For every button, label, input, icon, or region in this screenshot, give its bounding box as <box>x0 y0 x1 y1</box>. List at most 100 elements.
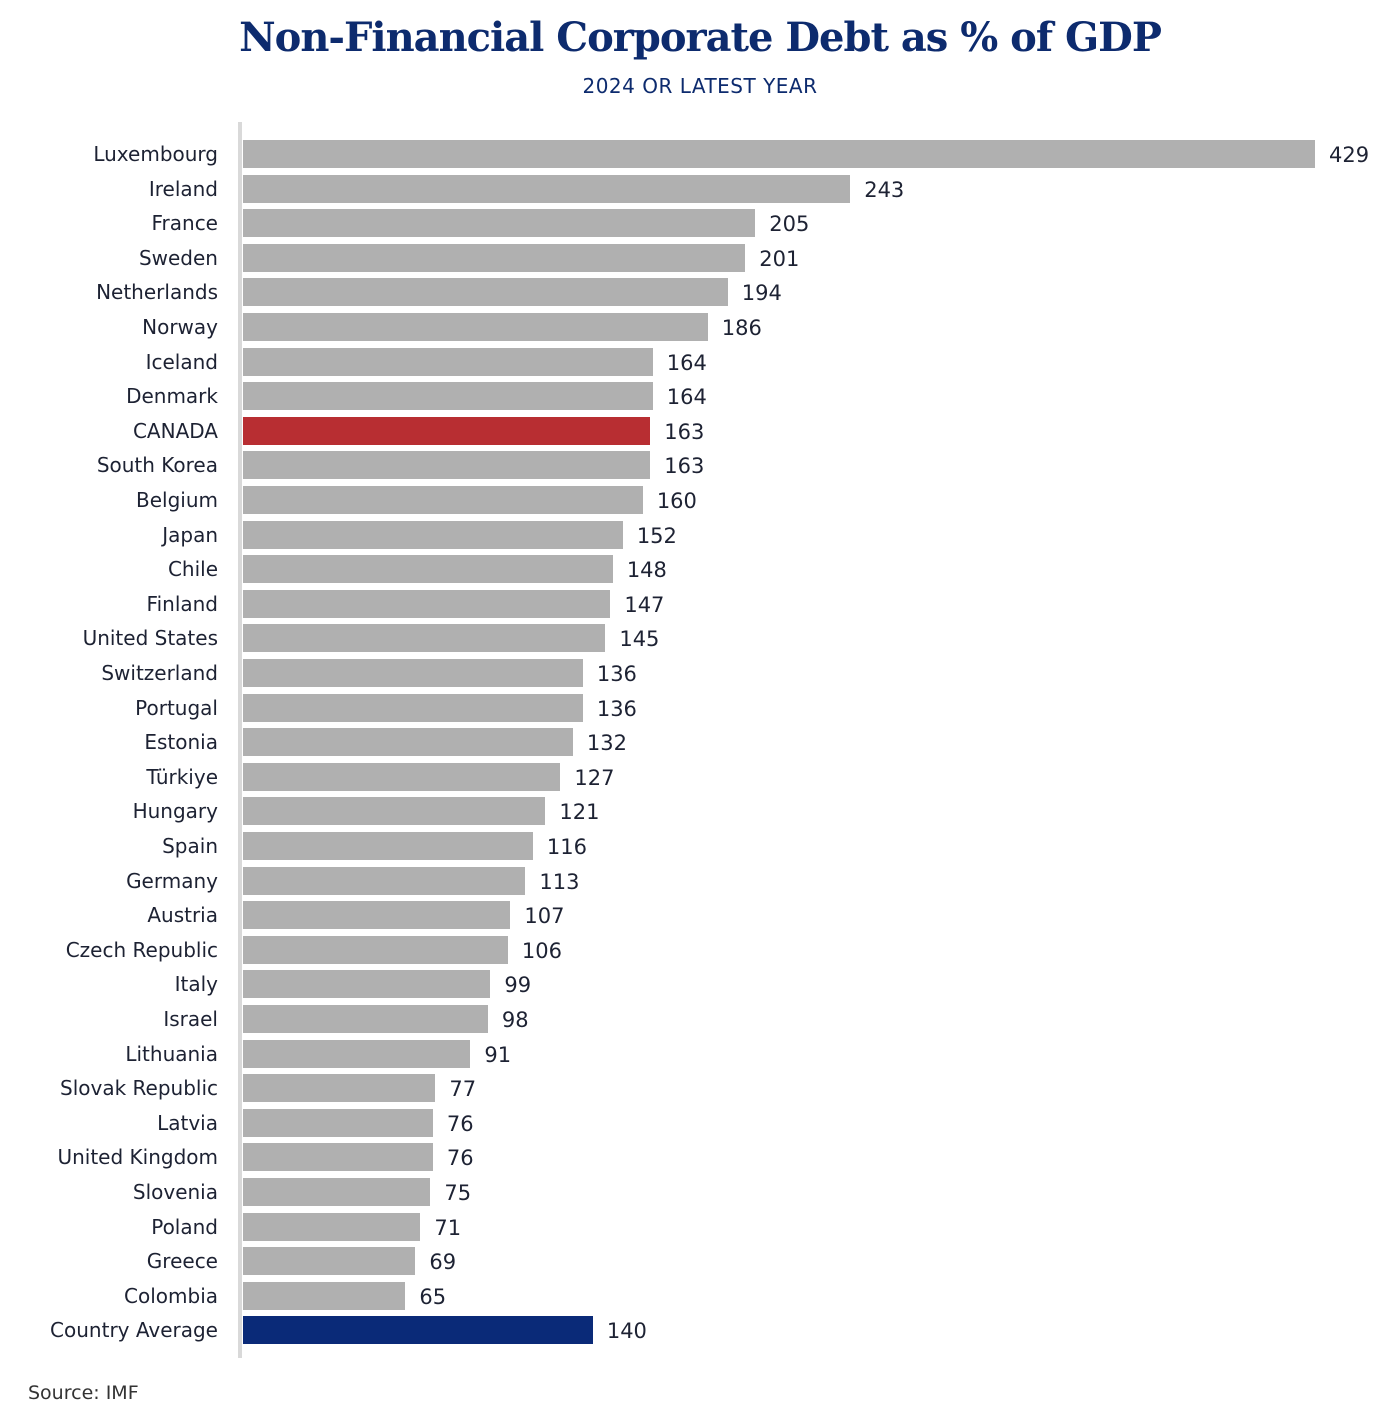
category-label: Austria <box>147 903 218 928</box>
bar-israel <box>243 1005 488 1033</box>
data-label: 163 <box>664 454 705 479</box>
category-label: Netherlands <box>96 280 218 305</box>
category-label: United States <box>82 626 218 651</box>
category-label: France <box>151 211 218 236</box>
bar-country-average <box>243 1316 593 1345</box>
data-label: 164 <box>666 350 707 375</box>
category-label: Switzerland <box>101 661 218 685</box>
data-label: 160 <box>656 489 697 513</box>
category-label: CANADA <box>132 418 218 443</box>
data-label: 152 <box>636 523 677 548</box>
category-label: Poland <box>151 1214 218 1239</box>
data-label: 107 <box>524 904 565 929</box>
category-label: Czech Republic <box>65 937 218 962</box>
bar-canada <box>243 416 651 445</box>
bar-colombia <box>243 1281 406 1310</box>
data-label: 75 <box>444 1181 472 1205</box>
bar-norway <box>243 313 708 341</box>
data-label: 186 <box>721 316 762 340</box>
category-label: Slovak Republic <box>60 1076 218 1101</box>
bar-slovak-republic <box>243 1074 436 1103</box>
category-label: Belgium <box>136 488 218 512</box>
category-label: Germany <box>126 868 218 893</box>
data-label: 98 <box>501 1008 529 1032</box>
category-label: Norway <box>142 315 218 339</box>
bar-estonia <box>243 728 573 757</box>
bar-france <box>243 209 756 238</box>
category-label: South Korea <box>96 453 218 478</box>
bar-hungary <box>243 797 546 826</box>
bar-united-kingdom <box>243 1143 433 1172</box>
bar-portugal <box>243 693 583 722</box>
data-label: 164 <box>666 385 707 410</box>
data-label: 201 <box>759 246 800 271</box>
bar-czech-republic <box>243 935 508 964</box>
category-label: Japan <box>162 522 218 547</box>
data-label: 113 <box>539 869 580 894</box>
bar-slovenia <box>243 1178 431 1206</box>
category-label: Sweden <box>138 245 218 270</box>
bar-poland <box>243 1212 421 1241</box>
source-note: Source: IMF <box>28 1382 139 1404</box>
data-label: 243 <box>864 177 905 202</box>
data-label: 132 <box>586 731 627 756</box>
category-label: Lithuania <box>125 1041 218 1066</box>
data-label: 77 <box>449 1077 477 1102</box>
category-label: Colombia <box>124 1283 218 1308</box>
data-label: 194 <box>741 281 782 306</box>
data-label: 147 <box>624 592 665 617</box>
bar-japan <box>243 520 623 549</box>
data-label: 136 <box>596 696 637 721</box>
bar-luxembourg <box>243 140 1315 168</box>
category-label: Iceland <box>145 349 218 374</box>
chart-title: Non-Financial Corporate Debt as % of GDP <box>239 14 1162 61</box>
y-axis-line <box>238 122 242 1358</box>
bar-united-states <box>243 624 606 653</box>
category-label: Israel <box>163 1007 218 1031</box>
bar-austria <box>243 901 511 930</box>
bar-finland <box>243 589 611 618</box>
data-label: 71 <box>434 1215 462 1240</box>
data-label: 127 <box>574 765 615 790</box>
chart-subtitle: 2024 OR LATEST YEAR <box>582 74 818 98</box>
data-label: 136 <box>596 662 637 686</box>
bar-greece <box>243 1247 416 1276</box>
category-label: Hungary <box>132 799 218 824</box>
category-label: Country Average <box>50 1318 218 1343</box>
bar-ireland <box>243 174 851 203</box>
category-label: Estonia <box>144 730 218 755</box>
bar-iceland <box>243 347 653 376</box>
category-label: Portugal <box>135 695 218 720</box>
bar-italy <box>243 970 491 999</box>
bar-germany <box>243 866 526 895</box>
data-label: 116 <box>546 835 587 859</box>
category-label: Greece <box>146 1249 218 1274</box>
data-label: 76 <box>446 1146 474 1171</box>
category-label: United Kingdom <box>57 1145 218 1170</box>
category-label: Italy <box>174 972 218 997</box>
data-label: 99 <box>504 973 532 998</box>
bar-lithuania <box>243 1039 471 1068</box>
bar-spain <box>243 832 533 860</box>
bar-latvia <box>243 1108 433 1137</box>
data-label: 140 <box>606 1319 647 1344</box>
data-label: 163 <box>664 419 705 444</box>
category-label: Slovenia <box>132 1180 218 1204</box>
data-label: 91 <box>484 1042 512 1067</box>
data-label: 69 <box>429 1250 457 1275</box>
bar-south-korea <box>243 451 651 480</box>
bar-netherlands <box>243 278 728 307</box>
category-label: Ireland <box>148 176 218 201</box>
data-label: 76 <box>446 1111 474 1136</box>
data-label: 145 <box>619 627 660 652</box>
category-label: Denmark <box>126 384 218 409</box>
data-label: 148 <box>626 558 667 583</box>
category-label: Türkiye <box>146 764 218 789</box>
category-label: Finland <box>146 591 218 616</box>
data-label: 65 <box>419 1284 447 1309</box>
category-label: Spain <box>162 834 218 858</box>
data-label: 429 <box>1329 143 1370 167</box>
data-label: 106 <box>521 938 562 963</box>
category-label: Chile <box>167 557 218 582</box>
data-label: 121 <box>559 800 600 825</box>
